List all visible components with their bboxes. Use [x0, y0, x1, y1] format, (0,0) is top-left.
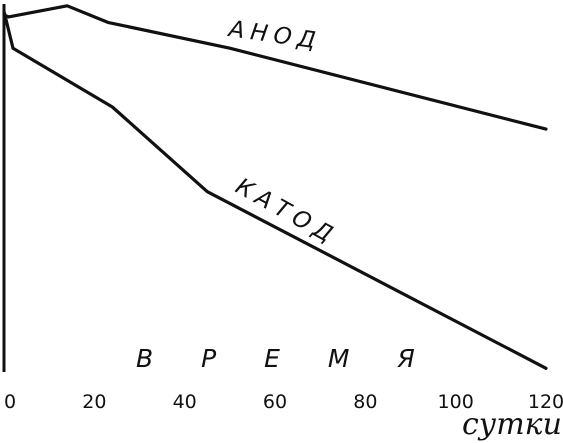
x-tick-label: 100 — [438, 391, 474, 413]
x-tick-label: 0 — [4, 391, 16, 413]
x-tick-label: 40 — [173, 391, 197, 413]
series-label-anode: АНОД — [225, 16, 323, 55]
series-lines — [2, 4, 548, 370]
x-tick-label: 120 — [528, 391, 563, 413]
series-line-anode — [2, 4, 548, 131]
x-tick-label: 80 — [353, 391, 377, 413]
series-line-cathode — [2, 9, 548, 370]
x-tick-label: 20 — [82, 391, 106, 413]
time-annotation: В Р Е М Я — [136, 344, 435, 373]
x-tick-label: 60 — [263, 391, 287, 413]
x-tick-labels: 0 20 40 60 80 100 120 — [4, 391, 563, 413]
x-axis-label: сутки — [462, 407, 562, 442]
